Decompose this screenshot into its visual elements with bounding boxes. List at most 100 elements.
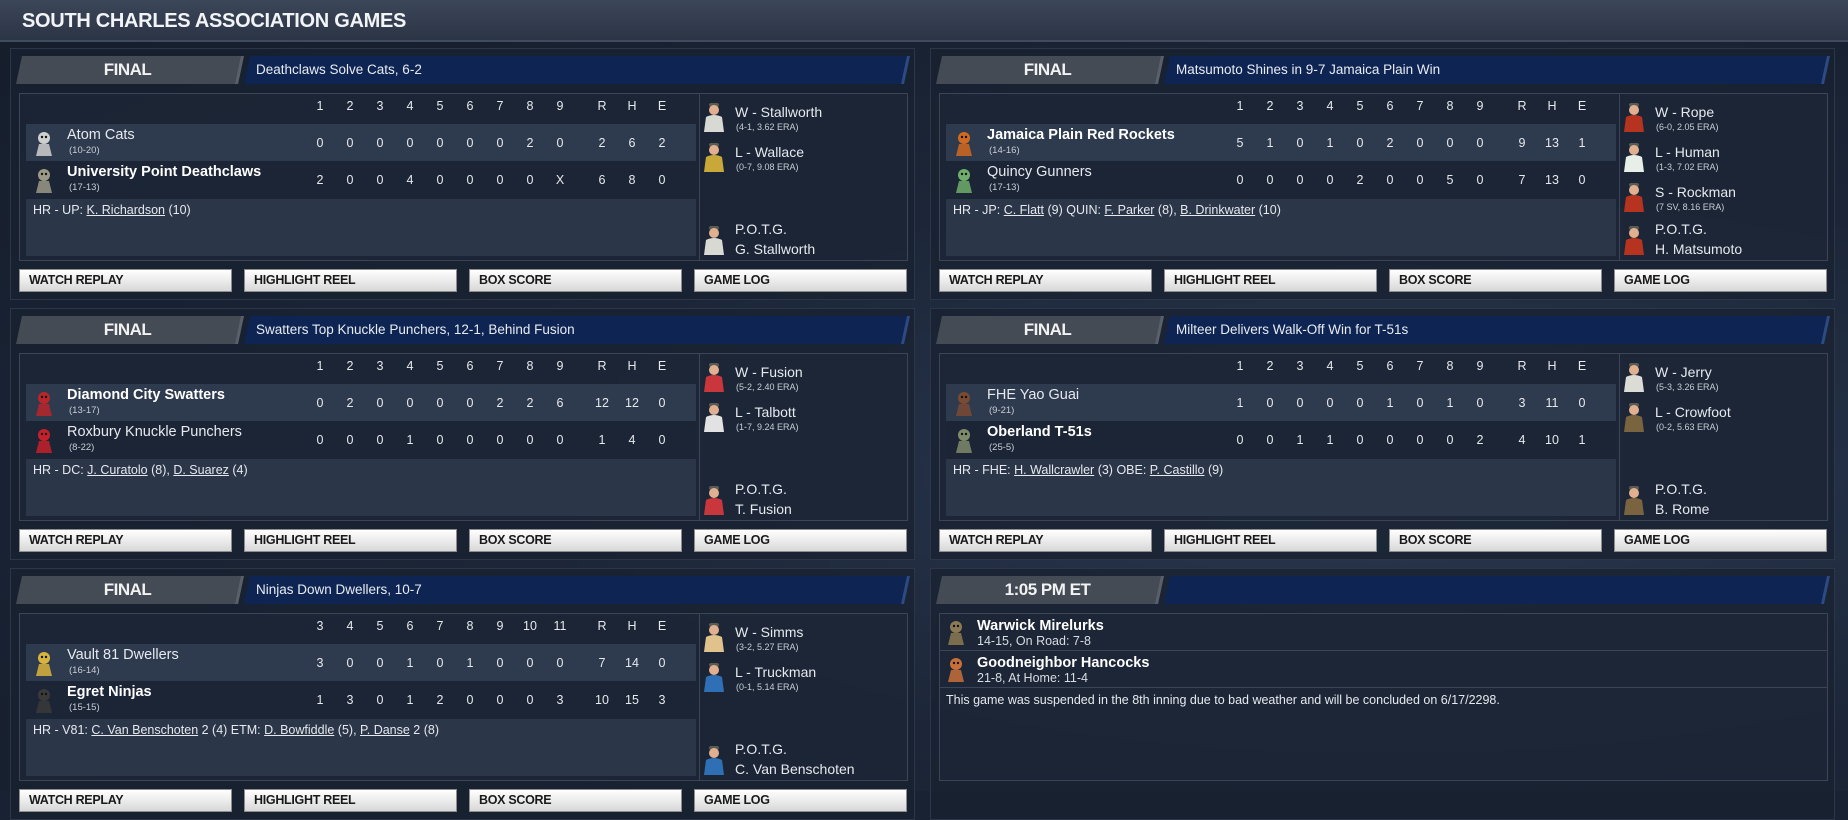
inning-score: 2 (526, 136, 534, 150)
player-portrait-icon (703, 102, 725, 132)
inning-score: 0 (1266, 433, 1274, 447)
team-name[interactable]: Quincy Gunners (987, 164, 1092, 180)
inning-header: 2 (346, 99, 354, 113)
box-score-button[interactable]: BOX SCORE (1389, 529, 1602, 552)
inning-score: 1 (1236, 396, 1244, 410)
team-logo-icon (943, 618, 969, 646)
game-headline[interactable]: Ninjas Down Dwellers, 10-7 (256, 582, 422, 597)
team-record: (13-17) (69, 405, 100, 416)
potg-name[interactable]: H. Matsumoto (1655, 241, 1743, 257)
highlight-reel-button[interactable]: HIGHLIGHT REEL (244, 789, 457, 812)
pitcher-decision[interactable]: W - Simms (735, 624, 804, 640)
potg-name[interactable]: T. Fusion (735, 501, 792, 517)
total-header: H (1547, 99, 1557, 113)
team-name[interactable]: FHE Yao Guai (987, 387, 1080, 403)
player-link[interactable]: D. Suarez (173, 463, 229, 477)
team-name[interactable]: Roxbury Knuckle Punchers (67, 424, 242, 440)
inning-header: 1 (316, 99, 324, 113)
game-headline[interactable]: Milteer Delivers Walk-Off Win for T-51s (1176, 322, 1409, 337)
watch-replay-button[interactable]: WATCH REPLAY (939, 269, 1152, 292)
pitcher-decision[interactable]: W - Rope (1655, 104, 1715, 120)
inning-score: 1 (1326, 136, 1334, 150)
team-name[interactable]: University Point Deathclaws (67, 164, 262, 180)
game-log-button[interactable]: GAME LOG (694, 529, 907, 552)
player-link[interactable]: C. Flatt (1003, 203, 1044, 217)
potg-name[interactable]: G. Stallworth (735, 241, 816, 257)
highlight-reel-button[interactable]: HIGHLIGHT REEL (244, 269, 457, 292)
team-name[interactable]: Vault 81 Dwellers (67, 647, 179, 663)
player-link[interactable]: P. Castillo (1149, 463, 1205, 477)
team-row-home (946, 161, 1616, 199)
inning-header: 5 (436, 99, 444, 113)
pitcher-decision[interactable]: L - Crowfoot (1655, 404, 1731, 420)
team-record: (14-16) (989, 145, 1020, 156)
potg-name[interactable]: C. Van Benschoten (735, 761, 855, 777)
total-score: 10 (1545, 433, 1559, 447)
inning-score: 0 (466, 693, 474, 707)
player-link[interactable]: J. Curatolo (87, 463, 148, 477)
inning-score: 0 (1416, 173, 1424, 187)
team-row-home (26, 421, 696, 459)
pitcher-decision[interactable]: W - Stallworth (735, 104, 823, 120)
watch-replay-button[interactable]: WATCH REPLAY (19, 269, 232, 292)
inning-score: 0 (1476, 396, 1484, 410)
player-portrait-icon (703, 622, 725, 652)
team-name[interactable]: Warwick Mirelurks (977, 618, 1104, 634)
game-headline[interactable]: Matsumoto Shines in 9-7 Jamaica Plain Wi… (1176, 62, 1441, 77)
watch-replay-button[interactable]: WATCH REPLAY (19, 789, 232, 812)
pitcher-decision[interactable]: L - Human (1655, 144, 1720, 160)
game-log-button[interactable]: GAME LOG (1614, 269, 1827, 292)
team-name[interactable]: Diamond City Swatters (67, 387, 225, 403)
inning-header: 7 (496, 99, 504, 113)
team-name[interactable]: Jamaica Plain Red Rockets (987, 127, 1175, 143)
player-link[interactable]: P. Danse (360, 723, 410, 737)
home-runs-line: HR - JP: C. Flatt (9) QUIN: F. Parker (8… (953, 203, 1281, 217)
pitcher-decision[interactable]: W - Fusion (735, 364, 803, 380)
divider (939, 687, 1828, 688)
pitcher-decision[interactable]: L - Talbott (735, 404, 796, 420)
player-link[interactable]: K. Richardson (86, 203, 165, 217)
pitcher-decision[interactable]: W - Jerry (1655, 364, 1712, 380)
inning-header: 8 (1446, 359, 1454, 373)
inning-score: 0 (466, 396, 474, 410)
highlight-reel-button[interactable]: HIGHLIGHT REEL (244, 529, 457, 552)
potg-name[interactable]: B. Rome (1655, 501, 1710, 517)
player-link[interactable]: F. Parker (1104, 203, 1155, 217)
highlight-reel-button[interactable]: HIGHLIGHT REEL (1164, 529, 1377, 552)
highlight-reel-button[interactable]: HIGHLIGHT REEL (1164, 269, 1377, 292)
total-score: 12 (595, 396, 609, 410)
game-log-button[interactable]: GAME LOG (694, 269, 907, 292)
box-score-button[interactable]: BOX SCORE (469, 529, 682, 552)
total-score: 12 (625, 396, 639, 410)
watch-replay-button[interactable]: WATCH REPLAY (939, 529, 1152, 552)
player-link[interactable]: D. Bowfiddle (264, 723, 335, 737)
pitcher-decision[interactable]: S - Rockman (1655, 184, 1736, 200)
inning-header: 8 (526, 99, 534, 113)
team-name[interactable]: Goodneighbor Hancocks (977, 655, 1150, 671)
box-score-button[interactable]: BOX SCORE (1389, 269, 1602, 292)
inning-header: 6 (1386, 359, 1394, 373)
inning-score: 3 (556, 693, 564, 707)
team-name[interactable]: Oberland T-51s (987, 424, 1092, 440)
watch-replay-button[interactable]: WATCH REPLAY (19, 529, 232, 552)
game-log-button[interactable]: GAME LOG (1614, 529, 1827, 552)
box-score-button[interactable]: BOX SCORE (469, 789, 682, 812)
game-headline[interactable]: Swatters Top Knuckle Punchers, 12-1, Beh… (256, 322, 575, 337)
inning-header: 4 (406, 359, 414, 373)
divider (939, 650, 1828, 651)
pitcher-decision[interactable]: L - Wallace (735, 144, 804, 160)
game-headline[interactable]: Deathclaws Solve Cats, 6-2 (256, 62, 422, 77)
team-name[interactable]: Atom Cats (67, 127, 135, 143)
inning-header: 1 (1236, 99, 1244, 113)
total-header: R (597, 359, 607, 373)
box-score-button[interactable]: BOX SCORE (469, 269, 682, 292)
inning-score: 1 (1446, 396, 1454, 410)
pitcher-decision[interactable]: L - Truckman (735, 664, 817, 680)
player-link[interactable]: C. Van Benschoten (91, 723, 199, 737)
player-link[interactable]: B. Drinkwater (1180, 203, 1256, 217)
team-name[interactable]: Egret Ninjas (67, 684, 152, 700)
home-runs-line: HR - V81: C. Van Benschoten 2 (4) ETM: D… (33, 723, 439, 737)
player-link[interactable]: H. Wallcrawler (1014, 463, 1095, 477)
game-log-button[interactable]: GAME LOG (694, 789, 907, 812)
inning-score: 0 (1356, 396, 1364, 410)
